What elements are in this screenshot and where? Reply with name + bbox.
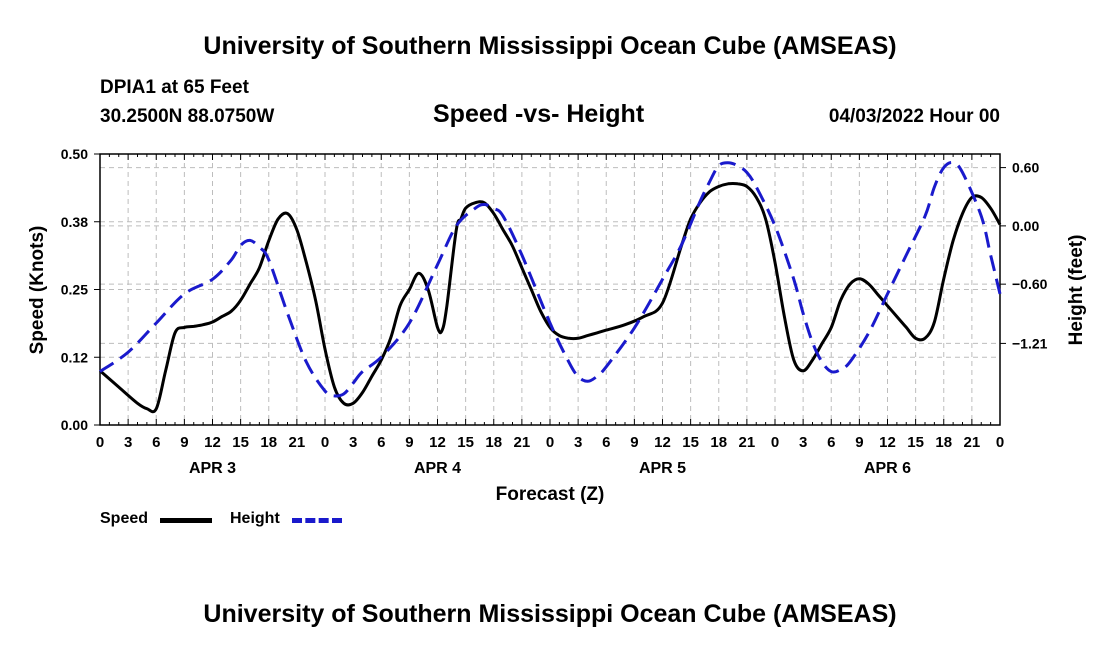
- x-tick-label: 6: [377, 434, 385, 451]
- x-tick-label: 12: [654, 434, 671, 451]
- x-axis-label: Forecast (Z): [496, 484, 605, 505]
- x-tick-label: 18: [485, 434, 502, 451]
- y-tick-label: 0.25: [61, 282, 88, 298]
- station-label: DPIA1 at 65 Feet: [100, 77, 249, 98]
- x-tick-label: 12: [879, 434, 896, 451]
- x-tick-label: 18: [260, 434, 277, 451]
- legend-speed-label: Speed: [100, 510, 149, 527]
- day-label: APR 6: [864, 460, 911, 477]
- x-tick-label: 9: [855, 434, 863, 451]
- chart-grid: [100, 154, 1000, 425]
- x-tick-label: 21: [514, 434, 531, 451]
- speed-series-line: [99, 182, 1002, 414]
- x-tick-label: 21: [739, 434, 756, 451]
- x-tick-label: 6: [152, 434, 160, 451]
- day-label: APR 3: [189, 460, 236, 477]
- x-tick-label: 6: [602, 434, 610, 451]
- speed-height-chart: 0 3 6 9 12 15 18 21 0 3 6 9 12 15 18 21 0 3 6 9 12 15 18 21 0 3 6 9…: [27, 146, 1087, 505]
- x-tick-label: 3: [349, 434, 357, 451]
- footer-title: University of Southern Mississippi Ocean…: [203, 600, 897, 628]
- x-tick-label: 12: [204, 434, 221, 451]
- day-label: APR 4: [414, 460, 461, 477]
- y-axis-label: Speed (Knots): [27, 226, 48, 355]
- y2-tick-label: 0.60: [1012, 160, 1039, 176]
- y-tick-label: 0.00: [61, 417, 88, 433]
- chart-subtitle: Speed -vs- Height: [433, 100, 645, 128]
- coordinates-label: 30.2500N 88.0750W: [100, 106, 275, 127]
- x-tick-label: 9: [405, 434, 413, 451]
- y-tick-label: 0.12: [61, 349, 88, 365]
- x-tick-label: 0: [546, 434, 554, 451]
- legend-speed-swatch: [160, 518, 212, 523]
- legend-height-label: Height: [230, 510, 280, 527]
- x-tick-label: 15: [907, 434, 924, 451]
- x-tick-label: 3: [124, 434, 132, 451]
- x-tick-label: 3: [799, 434, 807, 451]
- y2-tick-label: −1.21: [1012, 335, 1048, 351]
- x-tick-label: 0: [96, 434, 104, 451]
- x-tick-label: 21: [964, 434, 981, 451]
- day-label: APR 5: [639, 460, 686, 477]
- y2-axis-label: Height (feet): [1066, 235, 1087, 346]
- x-tick-label: 6: [827, 434, 835, 451]
- x-tick-label: 18: [935, 434, 952, 451]
- page-title: University of Southern Mississippi Ocean…: [203, 32, 897, 60]
- legend-height-swatch: [292, 518, 342, 523]
- x-tick-label: 15: [457, 434, 474, 451]
- chart-axes: 0 3 6 9 12 15 18 21 0 3 6 9 12 15 18 21 0 3 6 9 12 15 18 21 0 3 6 9…: [61, 146, 1048, 477]
- chart-series: [99, 161, 1002, 414]
- forecast-datetime: 04/03/2022 Hour 00: [828, 106, 1000, 127]
- x-tick-label: 18: [710, 434, 727, 451]
- x-tick-label: 0: [321, 434, 329, 451]
- x-tick-label: 0: [996, 434, 1004, 451]
- y2-tick-label: 0.00: [1012, 218, 1039, 234]
- x-tick-label: 9: [630, 434, 638, 451]
- y2-tick-label: −0.60: [1012, 276, 1048, 292]
- x-tick-label: 0: [771, 434, 779, 451]
- x-tick-label: 15: [232, 434, 249, 451]
- y-tick-label: 0.38: [61, 214, 88, 230]
- x-tick-label: 12: [429, 434, 446, 451]
- x-tick-label: 3: [574, 434, 582, 451]
- x-tick-label: 9: [180, 434, 188, 451]
- x-tick-label: 21: [289, 434, 306, 451]
- x-tick-label: 15: [682, 434, 699, 451]
- y-tick-label: 0.50: [61, 146, 88, 162]
